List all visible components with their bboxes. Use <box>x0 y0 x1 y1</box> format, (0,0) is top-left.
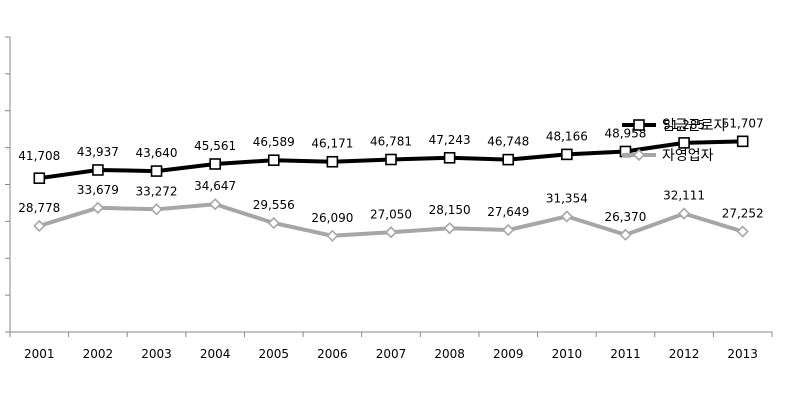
data-label: 33,679 <box>77 183 119 197</box>
data-label: 46,748 <box>487 135 529 149</box>
data-point <box>326 155 339 168</box>
data-point <box>560 210 573 223</box>
x-tick-label: 2004 <box>200 347 231 361</box>
data-label: 46,781 <box>370 134 412 148</box>
legend-label: 임금근로자 <box>662 118 727 134</box>
x-tick-label: 2002 <box>83 347 114 361</box>
data-point <box>150 165 163 177</box>
data-point <box>736 135 749 148</box>
data-label: 31,354 <box>546 191 588 205</box>
data-label: 45,561 <box>194 139 236 153</box>
data-label: 46,171 <box>311 137 353 151</box>
data-point <box>502 223 515 237</box>
x-tick-label: 2008 <box>434 347 465 361</box>
x-tick-label: 2012 <box>669 347 700 361</box>
data-label: 27,050 <box>370 207 412 221</box>
data-label: 41,708 <box>18 149 60 163</box>
data-point <box>92 164 104 176</box>
data-label: 27,649 <box>487 205 529 219</box>
data-label: 48,166 <box>546 129 588 143</box>
data-point <box>561 148 573 161</box>
data-point <box>384 226 398 239</box>
data-point <box>209 158 221 170</box>
data-label: 26,370 <box>604 210 646 224</box>
data-label: 47,243 <box>429 133 471 147</box>
data-point <box>443 151 456 164</box>
legend-label: 자영업자 <box>662 148 714 164</box>
data-point <box>33 219 46 233</box>
data-label: 43,937 <box>77 145 119 159</box>
data-point <box>736 225 749 238</box>
data-label: 51,285 <box>663 118 705 132</box>
data-point <box>502 153 515 166</box>
x-tick-label: 2010 <box>552 347 583 361</box>
data-label: 28,150 <box>429 203 471 217</box>
data-label: 26,090 <box>311 211 353 225</box>
data-label: 33,272 <box>136 184 178 198</box>
x-tick-label: 2013 <box>727 347 758 361</box>
data-label: 34,647 <box>194 179 236 193</box>
data-label: 51,707 <box>722 116 764 130</box>
x-tick-labels: 2001 2002 2003 2004 2005 2006 2007 2008 2009 2010… <box>24 347 758 361</box>
x-tick-label: 2006 <box>317 347 348 361</box>
data-point <box>326 229 339 242</box>
data-label: 43,640 <box>136 146 178 160</box>
data-point <box>677 207 691 220</box>
data-label: 27,252 <box>722 207 764 221</box>
data-point <box>267 154 280 167</box>
data-point <box>619 228 632 241</box>
chart-axes <box>5 36 773 337</box>
x-tick-label: 2011 <box>610 347 641 361</box>
series-layer <box>33 135 749 242</box>
x-tick-label: 2007 <box>376 347 407 361</box>
data-label: 46,589 <box>253 135 295 149</box>
data-labels-layer: 41,708 43,937 43,640 45,561 46,589 46,171 46,7… <box>18 116 763 224</box>
data-point <box>385 153 397 166</box>
data-label: 28,778 <box>18 201 60 215</box>
data-point <box>33 172 46 185</box>
x-tick-label: 2001 <box>24 347 55 361</box>
legend-marker <box>632 148 646 162</box>
x-tick-label: 2009 <box>493 347 524 361</box>
x-tick-label: 2003 <box>141 347 172 361</box>
data-point <box>443 222 456 235</box>
x-tick-label: 2005 <box>258 347 289 361</box>
data-point <box>209 198 222 211</box>
data-point <box>91 201 105 214</box>
legend-marker <box>633 119 645 131</box>
data-label: 32,111 <box>663 189 705 203</box>
data-label: 29,556 <box>253 198 295 212</box>
data-point <box>267 216 280 230</box>
data-point <box>678 137 690 149</box>
data-point <box>150 203 163 216</box>
